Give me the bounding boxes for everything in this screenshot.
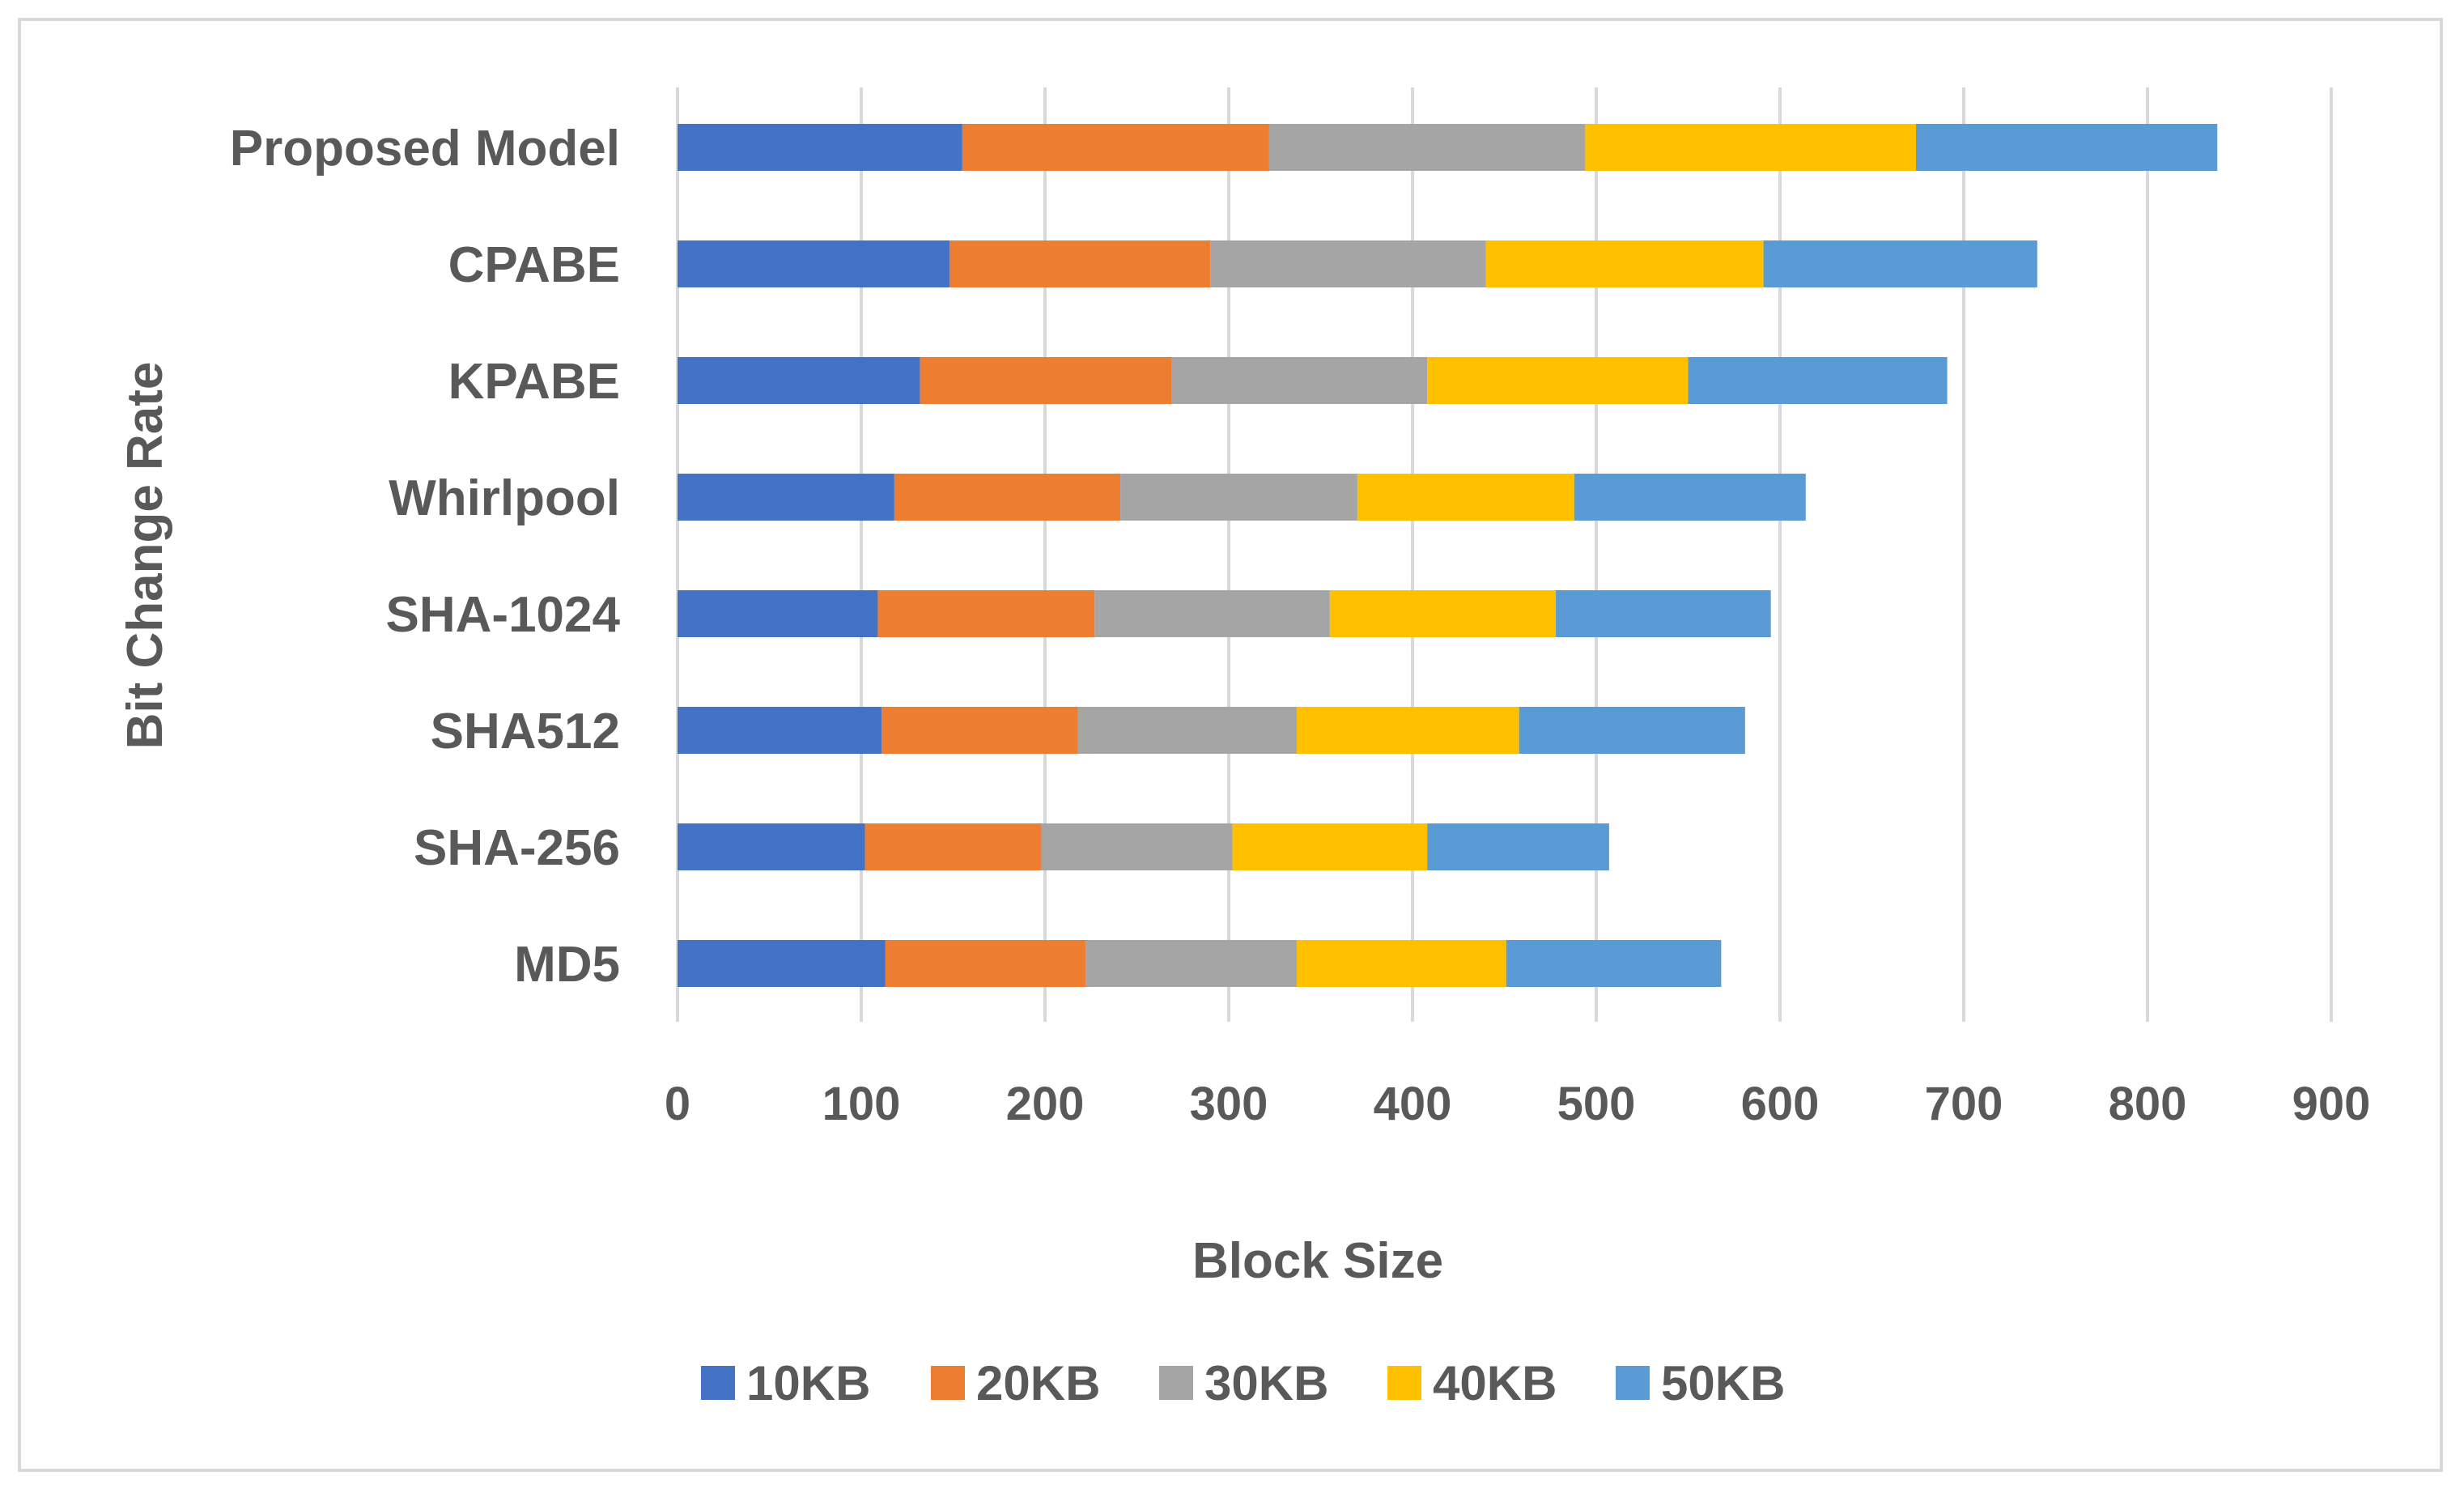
bar-sha-256-20kb	[865, 823, 1042, 870]
bar-sha512-20kb	[881, 707, 1078, 754]
x-tick-label: 800	[2109, 1078, 2187, 1130]
bar-sha512-40kb	[1296, 707, 1519, 754]
legend-swatch-50kb	[1616, 1366, 1650, 1400]
bar-kpabe-40kb	[1427, 357, 1689, 404]
y-category-label: SHA512	[431, 704, 620, 759]
bar-proposed-model-10kb	[678, 124, 962, 171]
bar-sha-1024-20kb	[877, 590, 1095, 637]
legend-label-50kb: 50KB	[1661, 1356, 1785, 1410]
bar-md5-50kb	[1506, 940, 1722, 987]
bar-sha-256-30kb	[1041, 823, 1233, 870]
x-tick-label: 0	[665, 1078, 690, 1130]
bar-kpabe-20kb	[920, 357, 1172, 404]
x-tick-label: 200	[1006, 1078, 1085, 1130]
bar-sha-1024-40kb	[1329, 590, 1557, 637]
bar-cpabe-40kb	[1485, 240, 1764, 287]
bar-whirlpool-10kb	[678, 474, 894, 521]
legend-swatch-40kb	[1387, 1366, 1421, 1400]
bar-proposed-model-40kb	[1585, 124, 1916, 171]
bar-whirlpool-40kb	[1357, 474, 1574, 521]
legend-swatch-30kb	[1159, 1366, 1193, 1400]
y-category-label: SHA-256	[414, 820, 620, 876]
bar-sha-256-10kb	[678, 823, 865, 870]
legend-swatch-20kb	[931, 1366, 965, 1400]
y-category-label: Whirlpool	[389, 470, 620, 526]
bar-sha512-10kb	[678, 707, 882, 754]
bar-cpabe-30kb	[1210, 240, 1486, 287]
x-tick-label: 900	[2292, 1078, 2371, 1130]
legend-label-20kb: 20KB	[976, 1356, 1100, 1410]
x-tick-label: 400	[1374, 1078, 1452, 1130]
bar-proposed-model-20kb	[962, 124, 1269, 171]
bar-md5-40kb	[1296, 940, 1506, 987]
bar-proposed-model-50kb	[1915, 124, 2218, 171]
x-tick-label: 500	[1557, 1078, 1636, 1130]
bar-sha512-50kb	[1519, 707, 1745, 754]
bar-proposed-model-30kb	[1268, 124, 1586, 171]
y-category-label: Proposed Model	[230, 121, 620, 177]
bar-kpabe-50kb	[1688, 357, 1948, 404]
bar-sha-1024-50kb	[1556, 590, 1771, 637]
bar-cpabe-10kb	[678, 240, 949, 287]
x-axis-label: Block Size	[1192, 1233, 1443, 1289]
bar-kpabe-30kb	[1171, 357, 1428, 404]
y-category-label: MD5	[514, 937, 620, 993]
bar-whirlpool-50kb	[1574, 474, 1806, 521]
bar-sha512-30kb	[1077, 707, 1297, 754]
x-tick-label: 300	[1190, 1078, 1268, 1130]
bar-md5-20kb	[885, 940, 1085, 987]
bar-md5-10kb	[678, 940, 886, 987]
bar-cpabe-50kb	[1763, 240, 2037, 287]
y-category-label: KPABE	[448, 354, 620, 410]
x-tick-label: 100	[822, 1078, 901, 1130]
bar-sha-1024-10kb	[678, 590, 878, 637]
bar-whirlpool-30kb	[1120, 474, 1357, 521]
bar-whirlpool-20kb	[894, 474, 1121, 521]
legend-label-10kb: 10KB	[746, 1356, 870, 1410]
bar-md5-30kb	[1085, 940, 1297, 987]
x-tick-label: 700	[1925, 1078, 2003, 1130]
x-tick-label: 600	[1741, 1078, 1820, 1130]
y-category-label: SHA-1024	[386, 587, 621, 643]
bar-sha-256-40kb	[1232, 823, 1428, 870]
bar-cpabe-20kb	[949, 240, 1211, 287]
bar-sha-1024-30kb	[1094, 590, 1330, 637]
y-axis-label: Bit Change Rate	[117, 362, 173, 750]
legend-swatch-10kb	[701, 1366, 735, 1400]
legend-label-30kb: 30KB	[1204, 1356, 1328, 1410]
bar-kpabe-10kb	[678, 357, 920, 404]
bar-sha-256-50kb	[1427, 823, 1609, 870]
y-category-label: CPABE	[448, 237, 620, 293]
legend-label-40kb: 40KB	[1433, 1356, 1557, 1410]
